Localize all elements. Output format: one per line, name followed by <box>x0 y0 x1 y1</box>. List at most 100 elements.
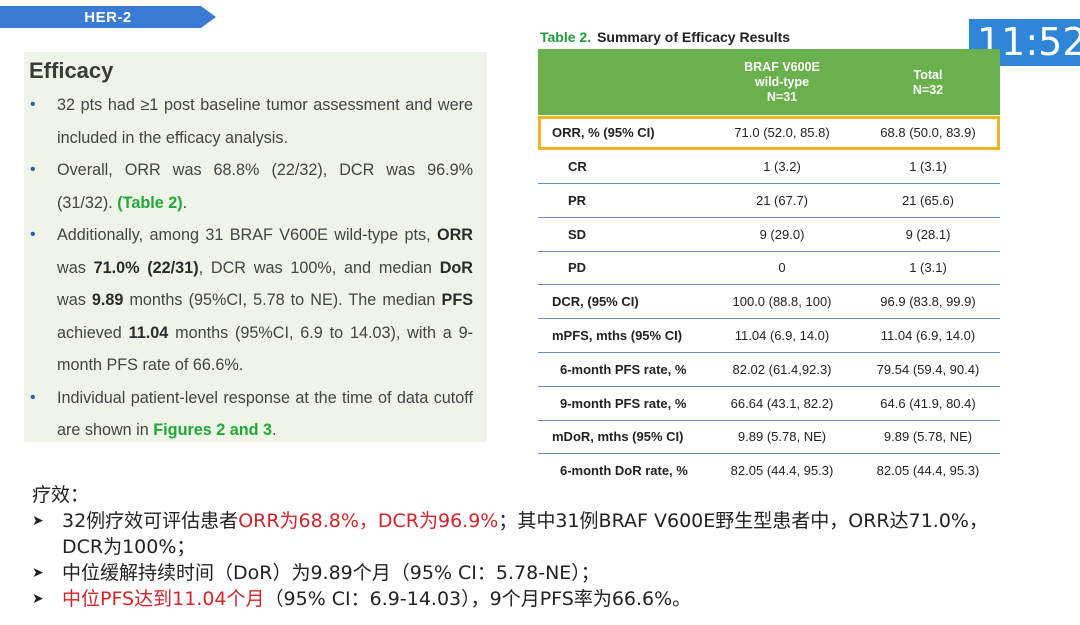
arrow-bullet-icon: ➤ <box>32 513 44 529</box>
table-caption: Summary of Efficacy Results <box>597 29 791 45</box>
dor-label: DoR <box>439 258 474 277</box>
cell-wildtype: 1 (3.2) <box>763 159 801 174</box>
bullet-item: • 32 pts had ≥1 post baseline tumor asse… <box>24 89 487 154</box>
table-row: 6-month PFS rate, % 82.02 (61.4,92.3) 79… <box>538 353 1000 387</box>
row-label: 9-month PFS rate, % <box>560 396 687 411</box>
figure-reference: Figures 2 and 3 <box>153 421 273 439</box>
column-header-line: N=31 <box>766 90 798 104</box>
bullet-dot-icon: • <box>30 226 36 243</box>
table-row: SD 9 (29.0) 9 (28.1) <box>538 218 1000 252</box>
cell-total: 21 (65.6) <box>901 193 955 208</box>
row-label: 6-month PFS rate, % <box>560 362 687 377</box>
section-tag: HER-2 <box>0 6 216 28</box>
note-text: DCR为100%； <box>62 536 196 558</box>
table-row: mPFS, mths (95% CI) 11.04 (6.9, 14.0) 11… <box>538 319 1000 353</box>
column-header-total: Total N=32 <box>856 68 1000 98</box>
cell-wildtype: 9.89 (5.78, NE) <box>737 429 827 444</box>
cell-total: 9.89 (5.78, NE) <box>883 429 973 444</box>
note-text-part: 32例疗效可评估患者 <box>62 510 239 532</box>
bullet-text: Individual patient-level response at the… <box>57 388 473 440</box>
row-label: SD <box>568 227 587 242</box>
note-highlight: 中位PFS达到11.04个月 <box>62 588 265 610</box>
column-header-wildtype: BRAF V600E wild-type N=31 <box>708 60 856 105</box>
efficacy-panel: Efficacy • 32 pts had ≥1 post baseline t… <box>24 52 487 442</box>
bullet-text: was <box>57 258 86 277</box>
bullet-text: achieved <box>57 323 122 342</box>
cell-wildtype: 66.64 (43.1, 82.2) <box>730 396 834 411</box>
note-text: 中位PFS达到11.04个月（95% CI：6.9-14.03），9个月PFS率… <box>62 586 691 612</box>
cell-wildtype: 82.05 (44.4, 95.3) <box>730 463 834 478</box>
orr-label: ORR <box>437 226 473 244</box>
row-label: PD <box>568 260 587 275</box>
bullet-item: • Additionally, among 31 BRAF V600E wild… <box>24 219 487 382</box>
bullet-text: . <box>272 421 277 439</box>
cell-total: 1 (3.1) <box>909 260 947 275</box>
arrow-bullet-icon: ➤ <box>32 565 44 581</box>
column-header-line: N=32 <box>912 83 944 97</box>
cell-wildtype: 71.0 (52.0, 85.8) <box>734 125 830 140</box>
cell-wildtype: 11.04 (6.9, 14.0) <box>734 328 830 343</box>
table-row: PD 0 1 (3.1) <box>538 251 1000 285</box>
pfs-label: PFS <box>441 291 473 309</box>
orr-row-highlight <box>538 116 1000 150</box>
row-label: 6-month DoR rate, % <box>560 463 688 478</box>
bullet-text: , DCR was 100%, and median <box>198 258 432 277</box>
cell-total: 68.8 (50.0, 83.9) <box>880 125 976 140</box>
cell-total: 11.04 (6.9, 14.0) <box>880 328 976 343</box>
bullet-text: Overall, ORR was 68.8% (22/32), DCR was … <box>57 161 473 212</box>
bullet-item: • Individual patient-level response at t… <box>24 382 487 447</box>
bullet-text: months (95%CI, 6.9 to 14.03), with a 9-m… <box>57 323 473 375</box>
bullet-dot-icon: • <box>30 388 36 406</box>
table-title: Table 2. Summary of Efficacy Results <box>540 29 790 45</box>
bullet-text: Additionally, among 31 BRAF V600E wild-t… <box>57 226 431 244</box>
orr-value: 71.0% (22/31) <box>93 258 199 277</box>
cell-wildtype: 100.0 (88.8, 100) <box>732 294 832 309</box>
cell-total: 82.05 (44.4, 95.3) <box>876 463 980 478</box>
note-text-part: ；其中31例BRAF V600E野生型患者中，ORR达71.0%， <box>498 510 988 532</box>
row-label: ORR, % (95% CI) <box>552 125 655 140</box>
cell-wildtype: 9 (29.0) <box>759 227 805 242</box>
row-label: mPFS, mths (95% CI) <box>552 328 683 343</box>
table-row: DCR, (95% CI) 100.0 (88.8, 100) 96.9 (83… <box>538 285 1000 319</box>
row-label: DCR, (95% CI) <box>552 294 639 309</box>
cell-total: 79.54 (59.4, 90.4) <box>876 362 980 377</box>
cell-total: 9 (28.1) <box>905 227 951 242</box>
cell-total: 1 (3.1) <box>909 159 947 174</box>
table-header: BRAF V600E wild-type N=31 Total N=32 <box>538 49 1000 115</box>
notes-title: 疗效： <box>32 484 90 506</box>
bullet-item: • Overall, ORR was 68.8% (22/32), DCR wa… <box>24 154 487 219</box>
panel-title: Efficacy <box>29 58 114 83</box>
cell-total: 96.9 (83.8, 99.9) <box>880 294 976 309</box>
arrow-bullet-icon: ➤ <box>32 591 44 607</box>
cell-wildtype: 82.02 (61.4,92.3) <box>732 362 832 377</box>
column-header-line: BRAF V600E <box>744 60 820 74</box>
table-reference: (Table 2) <box>117 193 183 212</box>
note-text-part: （95% CI：6.9-14.03），9个月PFS率为66.6%。 <box>264 588 692 610</box>
table-row: PR 21 (67.7) 21 (65.6) <box>538 184 1000 218</box>
table-row: CR 1 (3.2) 1 (3.1) <box>538 150 1000 184</box>
note-text: 32例疗效可评估患者ORR为68.8%，DCR为96.9%；其中31例BRAF … <box>62 508 988 534</box>
bullet-text: . <box>182 193 188 212</box>
bullet-text: was <box>57 291 86 309</box>
pfs-value: 11.04 <box>128 323 169 342</box>
row-label: mDoR, mths (95% CI) <box>552 429 684 444</box>
cell-total: 64.6 (41.9, 80.4) <box>880 396 976 411</box>
cell-wildtype: 21 (67.7) <box>755 193 809 208</box>
cell-wildtype: 0 <box>778 260 786 275</box>
row-label: PR <box>568 193 587 208</box>
table-row: 9-month PFS rate, % 66.64 (43.1, 82.2) 6… <box>538 387 1000 421</box>
table-number: Table 2. <box>540 29 592 45</box>
column-header-line: wild-type <box>754 75 810 89</box>
table-row: 6-month DoR rate, % 82.05 (44.4, 95.3) 8… <box>538 454 1000 488</box>
bullet-text: months (95%CI, 5.78 to NE). The median <box>129 291 436 309</box>
row-label: CR <box>568 159 587 174</box>
note-highlight: ORR为68.8%，DCR为96.9% <box>238 510 499 532</box>
bullet-text: 32 pts had ≥1 post baseline tumor assess… <box>57 96 473 147</box>
efficacy-bullets: • 32 pts had ≥1 post baseline tumor asse… <box>24 89 487 447</box>
table-row: mDoR, mths (95% CI) 9.89 (5.78, NE) 9.89… <box>538 420 1000 454</box>
dor-value: 9.89 <box>91 291 124 309</box>
column-header-line: Total <box>913 68 943 82</box>
bullet-dot-icon: • <box>30 96 36 113</box>
bullet-dot-icon: • <box>30 161 36 178</box>
note-text: 中位缓解持续时间（DoR）为9.89个月（95% CI：5.78-NE）； <box>62 562 600 584</box>
